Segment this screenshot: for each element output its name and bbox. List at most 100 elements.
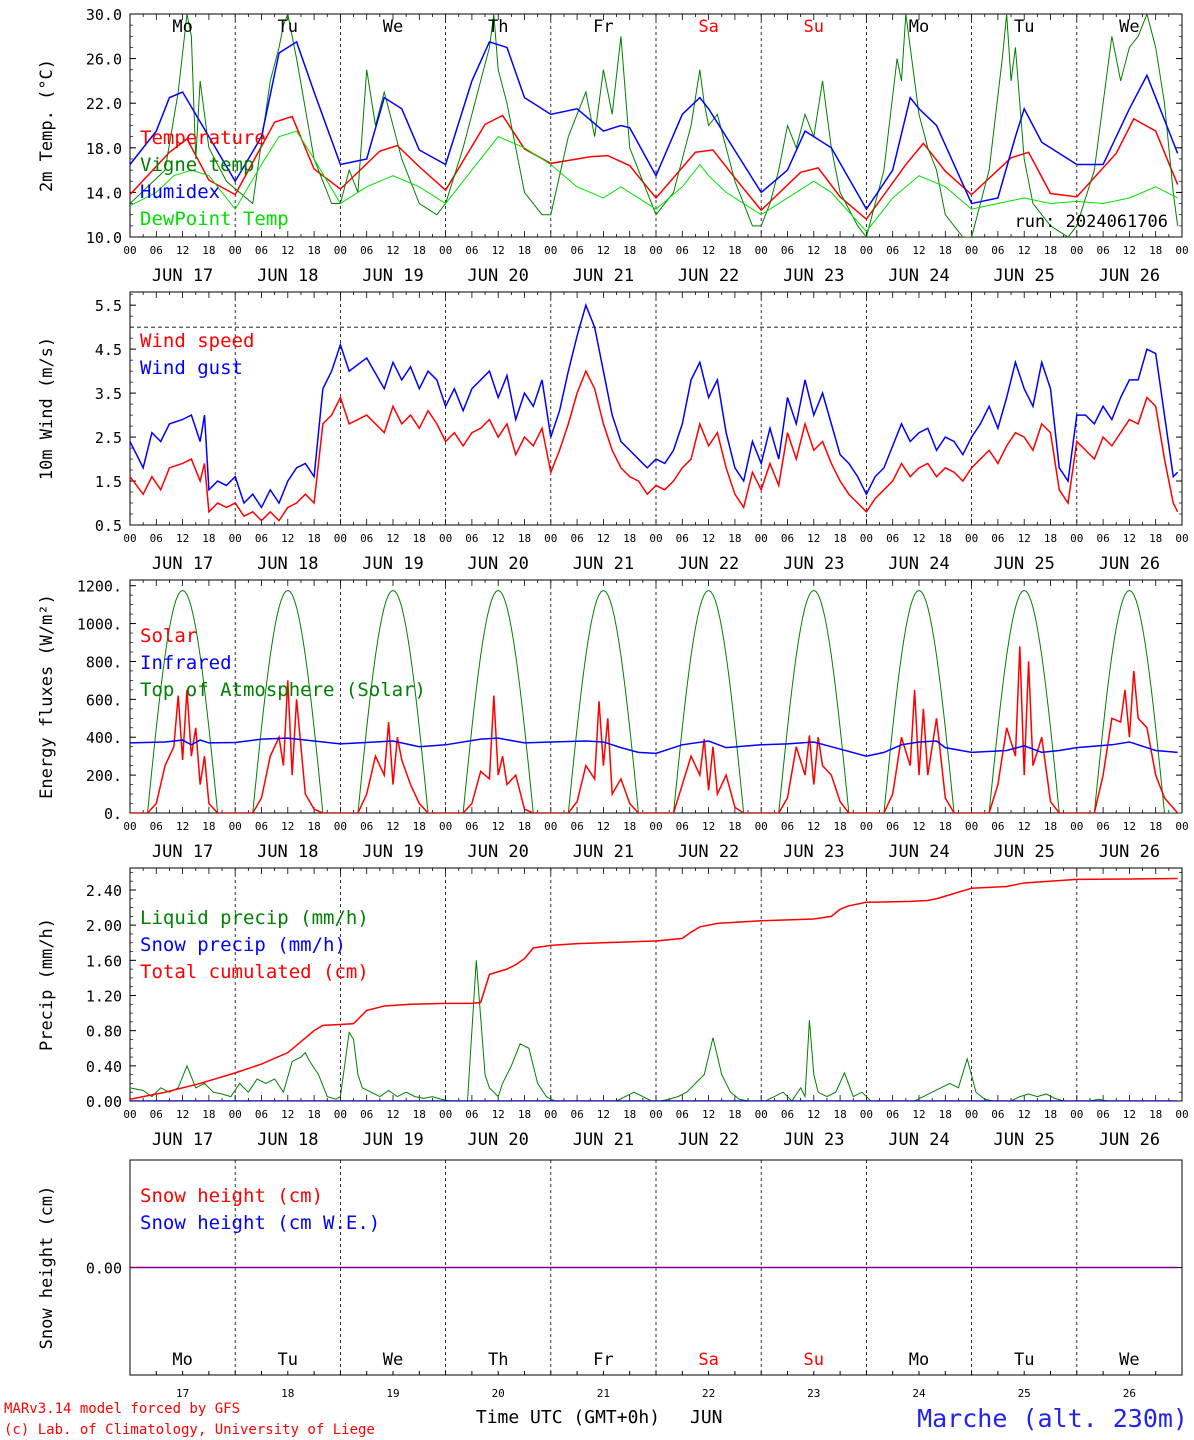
hour-tick-label: 00 [229,244,242,257]
hour-tick-label: 00 [544,820,557,833]
hour-tick-label: 00 [439,820,452,833]
month-label: JUN [690,1407,723,1428]
hour-tick-label: 18 [1149,244,1162,257]
date-label: JUN 21 [573,1130,634,1150]
hour-tick-label: 18 [623,1108,636,1121]
hour-tick-label: 06 [886,532,899,545]
legend-label: Wind gust [140,357,243,379]
date-label: JUN 22 [678,842,739,862]
hour-tick-label: 00 [860,1108,873,1121]
hour-tick-label: 00 [965,532,978,545]
hour-tick-label: 00 [439,1108,452,1121]
hour-tick-label: 06 [991,820,1004,833]
hour-tick-label: 06 [886,1108,899,1121]
y-tick-label: 1.60 [86,952,122,970]
series-line-1 [130,877,1178,1100]
y-axis-title: 2m Temp. (°C) [37,59,57,192]
date-label: JUN 23 [783,554,844,574]
hour-tick-label: 18 [623,532,636,545]
hour-tick-label: 18 [728,820,741,833]
y-tick-label: 800. [86,653,122,671]
y-tick-label: 14.0 [86,184,122,202]
hour-tick-label: 18 [1149,532,1162,545]
day-name-label: Tu [278,17,298,37]
date-label: JUN 23 [783,1130,844,1150]
date-label: JUN 23 [783,842,844,862]
hour-tick-label: 12 [1123,532,1136,545]
hour-tick-label: 00 [755,532,768,545]
hour-tick-label: 12 [1123,1108,1136,1121]
hour-tick-label: 00 [1175,1108,1188,1121]
bottom-day-number: 17 [176,1387,189,1400]
date-label: JUN 26 [1099,1130,1160,1150]
day-name-label: Tu [1014,17,1034,37]
legend-label: Infrared [140,652,232,674]
hour-tick-label: 00 [334,820,347,833]
hour-tick-label: 18 [307,1108,320,1121]
date-label: JUN 17 [152,266,213,286]
hour-tick-label: 18 [413,244,426,257]
hour-tick-label: 12 [281,532,294,545]
y-tick-label: 2.00 [86,917,122,935]
credit-line-1: MARv3.14 model forced by GFS [4,1401,240,1417]
hour-tick-label: 06 [255,1108,268,1121]
legend-label: Top of Atmosphere (Solar) [140,679,426,701]
hour-tick-label: 12 [1018,532,1031,545]
hour-tick-label: 00 [755,1108,768,1121]
y-tick-label: 2.5 [95,429,122,447]
hour-tick-label: 06 [465,1108,478,1121]
bottom-day-name: Su [804,1350,824,1370]
hour-tick-label: 00 [860,820,873,833]
hour-tick-label: 12 [492,532,505,545]
hour-tick-label: 12 [281,244,294,257]
date-label: JUN 22 [678,266,739,286]
date-label: JUN 19 [362,1130,423,1150]
hour-tick-label: 12 [281,1108,294,1121]
credit-line-2: (c) Lab. of Climatology, University of L… [4,1422,375,1438]
date-label: JUN 18 [257,842,318,862]
y-tick-label: 0. [104,805,122,823]
hour-tick-label: 00 [229,532,242,545]
hour-tick-label: 12 [1018,1108,1031,1121]
hour-tick-label: 12 [807,244,820,257]
hour-tick-label: 12 [702,820,715,833]
y-tick-label: 200. [86,767,122,785]
series-line-0 [130,369,1179,522]
bottom-day-number: 26 [1123,1387,1136,1400]
date-label: JUN 24 [888,842,949,862]
hour-tick-label: 18 [413,820,426,833]
hour-tick-label: 06 [255,820,268,833]
y-axis-title: Precip (mm/h) [37,918,57,1051]
hour-tick-label: 06 [991,532,1004,545]
hour-tick-label: 06 [255,244,268,257]
hour-tick-label: 00 [965,820,978,833]
hour-tick-label: 12 [386,532,399,545]
hour-tick-label: 06 [150,244,163,257]
hour-tick-label: 18 [202,532,215,545]
hour-tick-label: 00 [123,1108,136,1121]
hour-tick-label: 06 [1096,244,1109,257]
hour-tick-label: 18 [307,244,320,257]
hour-tick-label: 18 [623,820,636,833]
hour-tick-label: 06 [255,532,268,545]
y-tick-label: 18.0 [86,140,122,158]
hour-tick-label: 00 [544,1108,557,1121]
hour-tick-label: 06 [150,532,163,545]
hour-tick-label: 18 [518,820,531,833]
hour-tick-label: 00 [544,244,557,257]
date-label: JUN 23 [783,266,844,286]
hour-tick-label: 06 [360,820,373,833]
hour-tick-label: 06 [570,244,583,257]
hour-tick-label: 06 [1096,532,1109,545]
x-axis-title: Time UTC (GMT+0h) [476,1407,660,1428]
hour-tick-label: 06 [465,244,478,257]
hour-tick-label: 06 [1096,820,1109,833]
legend-label: Wind speed [140,330,254,352]
panel-3 [129,579,1183,814]
hour-tick-label: 06 [886,820,899,833]
hour-tick-label: 00 [1175,244,1188,257]
y-tick-label: 1000. [77,616,122,634]
hour-tick-label: 18 [202,244,215,257]
hour-tick-label: 18 [939,1108,952,1121]
hour-tick-label: 18 [518,1108,531,1121]
